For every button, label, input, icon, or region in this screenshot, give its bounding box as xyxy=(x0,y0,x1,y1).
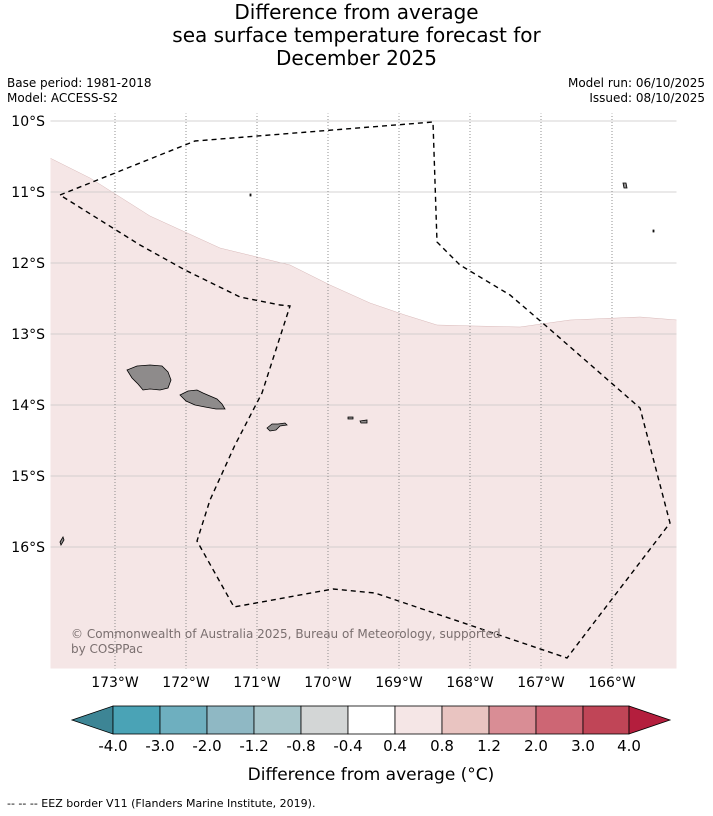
issued-date: Issued: 08/10/2025 xyxy=(589,91,705,105)
island-small-ne xyxy=(622,182,628,189)
lat-gridlines xyxy=(50,120,677,548)
colorbar xyxy=(70,705,672,735)
model-name: Model: ACCESS-S2 xyxy=(7,91,119,105)
lat-label-15s: 15°S xyxy=(11,469,45,485)
title-line-1: Difference from average xyxy=(234,0,479,24)
land xyxy=(59,182,655,546)
lon-label-168w: 168°W xyxy=(446,675,494,691)
lat-label-11s: 11°S xyxy=(11,185,45,201)
island-savaii xyxy=(126,364,172,391)
lon-label-171w: 171°W xyxy=(233,675,281,691)
island-ofu xyxy=(347,416,354,420)
colorbar-bin-11 xyxy=(582,705,630,735)
lon-label-170w: 170°W xyxy=(304,675,352,691)
title-line-2: sea surface temperature forecast for xyxy=(172,23,541,47)
lon-label-173w: 173°W xyxy=(91,675,139,691)
cbar-tick-1: -4.0 xyxy=(98,737,127,755)
island-upolu xyxy=(179,389,226,410)
lon-labels: 173°W 172°W 171°W 170°W 169°W 168°W 167°… xyxy=(91,675,636,691)
eez-legend: -- -- -- EEZ border V11 (Flanders Marine… xyxy=(7,797,316,810)
island-small-east xyxy=(652,229,655,233)
map-title: Difference from average sea surface temp… xyxy=(0,1,713,70)
cbar-tick-11: 3.0 xyxy=(571,737,595,755)
colorbar-label: Difference from average (°C) xyxy=(248,765,495,785)
colorbar-bin-2 xyxy=(159,705,208,735)
lat-label-12s: 12°S xyxy=(11,256,45,272)
lon-label-167w: 167°W xyxy=(517,675,565,691)
title-line-3: December 2025 xyxy=(276,46,437,70)
copyright-line-1: © Commonwealth of Australia 2025, Bureau… xyxy=(71,627,501,641)
colorbar-bin-6 xyxy=(347,705,396,735)
lon-label-169w: 169°W xyxy=(375,675,423,691)
island-tutuila xyxy=(266,422,288,432)
meta-right: Model run: 06/10/2025 Issued: 08/10/2025 xyxy=(568,76,705,106)
colorbar-bin-5 xyxy=(300,705,349,735)
colorbar-bin-9 xyxy=(488,705,537,735)
eez-border xyxy=(58,121,671,659)
lat-label-10s: 10°S xyxy=(11,114,45,130)
colorbar-bin-4 xyxy=(253,705,302,735)
copyright-line-2: by COSPPac xyxy=(71,642,143,656)
lon-label-166w: 166°W xyxy=(588,675,636,691)
anomaly-region xyxy=(50,157,677,669)
cbar-tick-12: 4.0 xyxy=(617,737,641,755)
meta-left: Base period: 1981-2018 Model: ACCESS-S2 xyxy=(7,76,152,106)
colorbar-ticks: -4.0 -3.0 -2.0 -1.2 -0.8 -0.4 0.4 0.8 1.… xyxy=(98,737,641,755)
cbar-tick-2: -3.0 xyxy=(145,737,174,755)
colorbar-bin-7 xyxy=(394,705,443,735)
lat-label-16s: 16°S xyxy=(11,540,45,556)
colorbar-extend-high xyxy=(628,705,672,735)
island-small-north xyxy=(249,193,252,197)
map-frame xyxy=(49,112,678,670)
colorbar-bin-1 xyxy=(112,705,161,735)
map-panel xyxy=(50,113,677,669)
island-small-sw xyxy=(59,536,65,546)
cbar-tick-5: -0.8 xyxy=(286,737,315,755)
colorbar-bin-3 xyxy=(206,705,255,735)
cbar-tick-7: 0.4 xyxy=(383,737,407,755)
copyright: © Commonwealth of Australia 2025, Bureau… xyxy=(71,627,501,656)
lat-label-13s: 13°S xyxy=(11,327,45,343)
base-period: Base period: 1981-2018 xyxy=(7,76,152,90)
cbar-tick-3: -2.0 xyxy=(192,737,221,755)
cbar-tick-10: 2.0 xyxy=(524,737,548,755)
colorbar-bin-10 xyxy=(535,705,584,735)
lat-label-14s: 14°S xyxy=(11,398,45,414)
island-tau xyxy=(359,419,368,424)
cbar-tick-4: -1.2 xyxy=(239,737,268,755)
cbar-tick-8: 0.8 xyxy=(430,737,454,755)
lon-label-172w: 172°W xyxy=(162,675,210,691)
model-run: Model run: 06/10/2025 xyxy=(567,76,705,90)
lat-labels: 10°S 11°S 12°S 13°S 14°S 15°S 16°S xyxy=(11,114,45,556)
cbar-tick-9: 1.2 xyxy=(477,737,501,755)
colorbar-extend-low xyxy=(70,705,114,735)
colorbar-bin-8 xyxy=(441,705,490,735)
cbar-tick-6: -0.4 xyxy=(333,737,362,755)
